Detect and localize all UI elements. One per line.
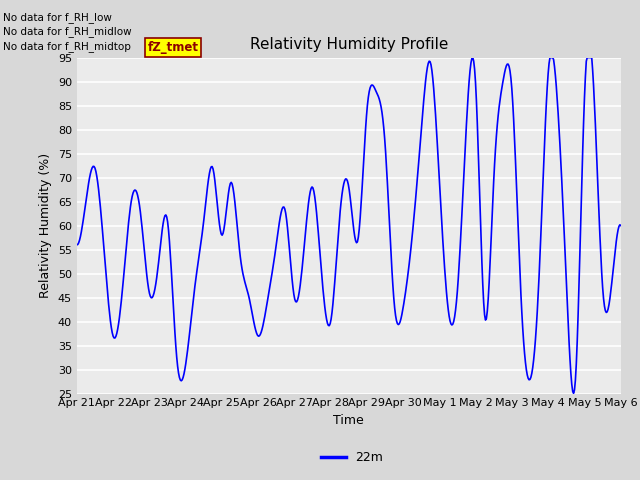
Text: No data for f_RH_midlow: No data for f_RH_midlow (3, 26, 132, 37)
Text: No data for f_RH_midtop: No data for f_RH_midtop (3, 41, 131, 52)
Title: Relativity Humidity Profile: Relativity Humidity Profile (250, 37, 448, 52)
Y-axis label: Relativity Humidity (%): Relativity Humidity (%) (39, 153, 52, 298)
X-axis label: Time: Time (333, 414, 364, 427)
Text: fZ_tmet: fZ_tmet (147, 41, 198, 54)
Text: No data for f_RH_low: No data for f_RH_low (3, 12, 112, 23)
Legend: 22m: 22m (316, 446, 388, 469)
